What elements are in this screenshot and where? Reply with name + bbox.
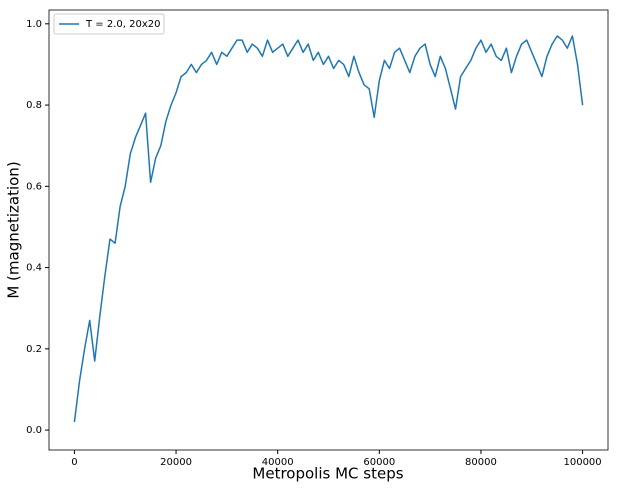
legend-box bbox=[53, 13, 165, 35]
y-axis-label: M (magnetization) bbox=[5, 161, 23, 298]
legend-label: T = 2.0, 20x20 bbox=[85, 19, 160, 30]
x-tick-label: 60000 bbox=[363, 457, 395, 468]
x-tick-label: 40000 bbox=[262, 457, 294, 468]
x-tick-label: 100000 bbox=[563, 457, 601, 468]
y-tick-label: 0.4 bbox=[26, 263, 42, 274]
y-tick-label: 0.0 bbox=[26, 425, 42, 436]
axes-frame bbox=[48, 9, 609, 451]
data-line bbox=[73, 35, 584, 423]
x-tick-label: 80000 bbox=[465, 457, 497, 468]
y-tick-label: 0.8 bbox=[26, 100, 42, 111]
x-axis-label: Metropolis MC steps bbox=[252, 465, 403, 483]
x-tick-label: 20000 bbox=[160, 457, 192, 468]
y-tick-label: 1.0 bbox=[26, 19, 42, 30]
x-tick-label: 0 bbox=[71, 457, 77, 468]
y-tick-label: 0.6 bbox=[26, 181, 42, 192]
y-tick-label: 0.2 bbox=[26, 344, 42, 355]
